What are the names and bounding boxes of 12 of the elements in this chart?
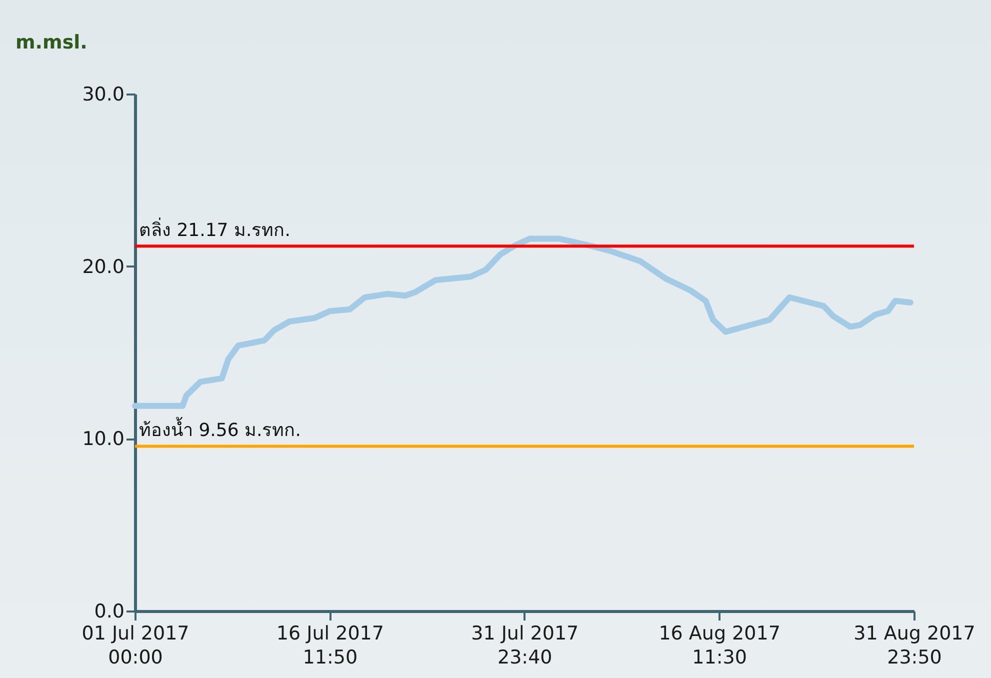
x-tick-label: 01 Jul 2017 00:00 bbox=[82, 622, 190, 668]
y-axis-title: m.msl. bbox=[16, 32, 88, 54]
y-tick-label: 10.0 bbox=[82, 428, 124, 450]
x-tick-label: 31 Aug 2017 23:50 bbox=[854, 622, 976, 668]
ref-line-label: ตลิ่ง 21.17 ม.รทก. bbox=[139, 217, 290, 242]
y-tick-label: 20.0 bbox=[82, 256, 124, 278]
x-tick-label: 16 Aug 2017 11:30 bbox=[658, 622, 780, 668]
y-tick-label: 30.0 bbox=[82, 84, 124, 106]
x-tick-label: 31 Jul 2017 23:40 bbox=[471, 622, 579, 668]
ref-line-label: ท้องน้ำ 9.56 ม.รทก. bbox=[139, 417, 301, 442]
x-tick-label: 16 Jul 2017 11:50 bbox=[276, 622, 384, 668]
y-tick-label: 0.0 bbox=[94, 600, 124, 622]
